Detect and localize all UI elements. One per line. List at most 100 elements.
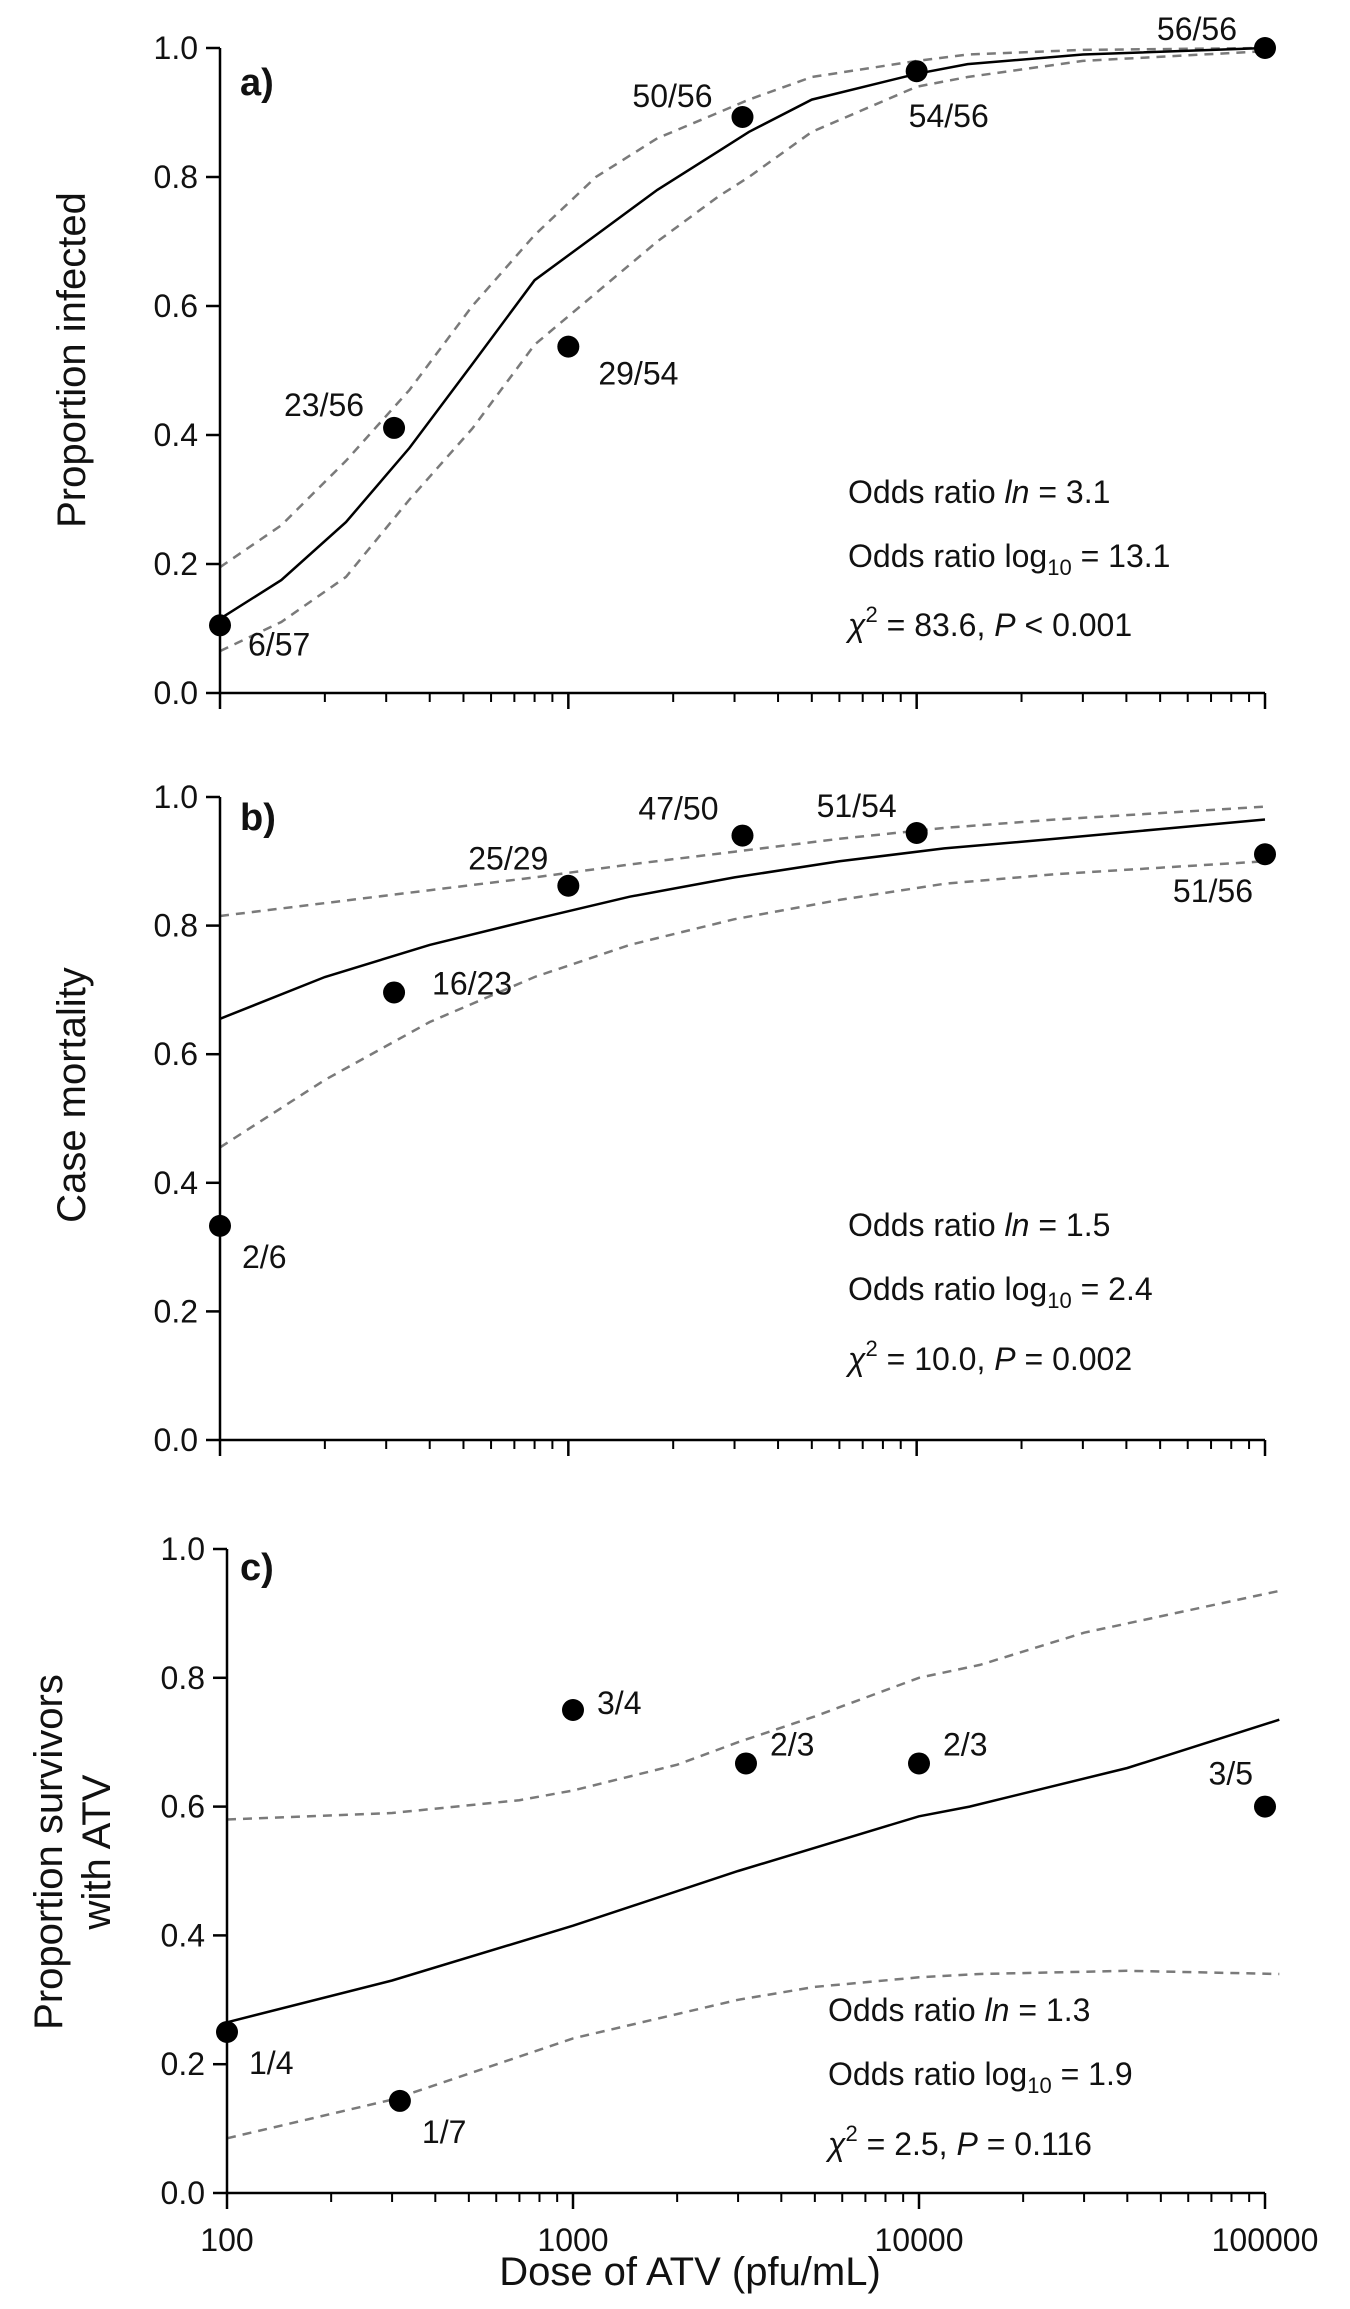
panel-a-odds-ratio-ln: Odds ratio ln = 3.1 (848, 474, 1110, 510)
data-point-label: 51/56 (1173, 873, 1253, 909)
panel-c-y-axis-title-line-2: with ATV (75, 1774, 119, 1930)
panel-a-fit-line (219, 46, 1266, 620)
data-point-label: 47/50 (638, 791, 718, 827)
y-tick-label: 0.2 (154, 546, 198, 582)
panel-c-ci-upper (226, 1589, 1280, 1821)
data-point-label: 25/29 (468, 841, 548, 877)
data-point-label: 16/23 (432, 965, 512, 1001)
data-point-label: 51/54 (817, 788, 897, 824)
data-point-label: 1/4 (249, 2045, 293, 2081)
panel-c-fit-curve (226, 1718, 1280, 2024)
panel-b-points: 2/6 16/23 25/29 47/50 51/54 51/56 (209, 788, 1276, 1275)
panel-a-label: a) (240, 62, 274, 104)
data-point (734, 1752, 757, 1775)
panel-b-fit-line (219, 818, 1266, 1020)
data-point (908, 1752, 930, 1775)
panel-b-chi-square: χ2 = 10.0, P = 0.002 (845, 1336, 1132, 1377)
data-point-label: 1/7 (422, 2114, 466, 2150)
panel-b-axes: 0.0 0.2 0.4 0.6 0.8 1.0 (154, 779, 1267, 1458)
y-tick-label: 0.6 (154, 1036, 198, 1072)
panel-c-points: 1/4 1/7 3/4 2/3 2/3 3/5 (216, 1685, 1276, 2150)
y-tick-label: 0.4 (154, 1165, 198, 1201)
panel-c-fit-line (226, 1718, 1280, 2024)
data-point-label: 2/6 (242, 1239, 286, 1275)
panel-a-axes: 0.0 0.2 0.4 0.6 0.8 1.0 (154, 30, 1267, 711)
panel-a-confidence-bands (219, 46, 1266, 653)
panel-c-odds-ratio-log10: Odds ratio log10 = 1.9 (828, 2056, 1133, 2098)
y-tick-label: 0.8 (154, 159, 198, 195)
data-point-label: 2/3 (943, 1726, 987, 1762)
data-point-label: 2/3 (770, 1726, 814, 1762)
panel-b-odds-ratio-log10: Odds ratio log10 = 2.4 (848, 1271, 1153, 1313)
y-tick-label: 0.0 (154, 675, 198, 711)
data-point-label: 23/56 (284, 387, 364, 423)
panel-c-label: c) (240, 1547, 274, 1589)
panel-b-stats: Odds ratio ln = 1.5 Odds ratio log10 = 2… (845, 1207, 1153, 1377)
panel-b-ci-lower (219, 860, 1266, 1149)
data-point (209, 1214, 231, 1237)
y-tick-label: 0.4 (161, 1917, 205, 1953)
y-tick-label: 0.6 (154, 288, 198, 324)
data-point (557, 874, 580, 897)
panel-b-label: b) (240, 797, 276, 839)
x-axis-title: Dose of ATV (pfu/mL) (499, 2250, 881, 2294)
y-tick-label: 0.8 (154, 908, 198, 944)
y-tick-label: 1.0 (154, 779, 198, 815)
panel-c: 0.0 0.2 0.4 0.6 0.8 1.0 100 1000 10000 100000 1/4… (27, 1531, 1318, 2294)
panel-c-confidence-bands (226, 1589, 1280, 2140)
panel-a-fit-curve (219, 46, 1266, 620)
y-tick-label: 0.2 (154, 1293, 198, 1329)
data-point (557, 335, 580, 358)
data-point-label: 50/56 (632, 78, 712, 114)
panel-a-odds-ratio-log10: Odds ratio log10 = 13.1 (848, 538, 1170, 580)
data-point-label: 3/5 (1209, 1756, 1253, 1792)
y-tick-label: 0.2 (161, 2046, 205, 2082)
panel-a-ci-lower (219, 49, 1266, 653)
x-tick-label: 10000 (875, 2222, 964, 2258)
y-tick-label: 0.6 (161, 1789, 205, 1825)
data-point-label: 3/4 (597, 1685, 641, 1721)
x-tick-label: 1000 (537, 2222, 608, 2258)
panel-b-y-axis-title: Case mortality (50, 967, 94, 1223)
y-tick-label: 0.8 (161, 1660, 205, 1696)
panel-a-chi-square: χ2 = 83.6, P < 0.001 (845, 602, 1132, 643)
data-point-label: 56/56 (1157, 11, 1237, 47)
panel-c-ci-lower (226, 1969, 1280, 2140)
data-point (1254, 843, 1276, 866)
data-point (209, 614, 231, 637)
y-tick-label: 1.0 (161, 1531, 205, 1567)
data-point (1254, 37, 1276, 59)
panel-b-ci-upper (219, 805, 1266, 918)
data-point (731, 824, 754, 847)
y-tick-label: 0.0 (161, 2175, 205, 2211)
data-point (1254, 1795, 1276, 1818)
y-tick-label: 0.0 (154, 1422, 198, 1458)
panel-a-stats: Odds ratio ln = 3.1 Odds ratio log10 = 1… (845, 474, 1170, 643)
panel-c-odds-ratio-ln: Odds ratio ln = 1.3 (828, 1992, 1090, 2028)
panel-b: 0.0 0.2 0.4 0.6 0.8 1.0 2/6 16/23 25/29 47/50 51/… (50, 779, 1276, 1458)
panel-b-odds-ratio-ln: Odds ratio ln = 1.5 (848, 1207, 1110, 1243)
panel-a-ci-upper (219, 46, 1266, 569)
panel-a-y-axis-title: Proportion infected (50, 192, 94, 528)
data-point (562, 1699, 584, 1721)
panel-c-axes: 0.0 0.2 0.4 0.6 0.8 1.0 100 1000 10000 100000 (161, 1531, 1319, 2258)
data-point-label: 6/57 (248, 626, 310, 662)
panel-c-stats: Odds ratio ln = 1.3 Odds ratio log10 = 1… (825, 1992, 1133, 2162)
panel-c-chi-square: χ2 = 2.5, P = 0.116 (825, 2121, 1092, 2162)
data-point (905, 822, 928, 845)
y-tick-label: 1.0 (154, 30, 198, 66)
x-tick-label: 100 (200, 2222, 253, 2258)
panel-a-points: 6/57 23/56 29/54 50/56 54/56 56/56 (209, 11, 1276, 662)
panel-a: 0.0 0.2 0.4 0.6 0.8 1.0 6/57 23/56 29/54 50/56 54… (50, 11, 1276, 711)
y-tick-label: 0.4 (154, 417, 198, 453)
data-point (216, 2021, 238, 2043)
panel-c-y-axis-title-line-1: Proportion survivors (27, 1674, 71, 2030)
data-point-label: 54/56 (909, 98, 989, 134)
data-point (731, 106, 754, 129)
panel-b-confidence-bands (219, 805, 1266, 1149)
data-point (383, 416, 406, 439)
panel-b-fit-curve (219, 818, 1266, 1020)
data-point (388, 2089, 411, 2112)
data-point (383, 981, 406, 1004)
